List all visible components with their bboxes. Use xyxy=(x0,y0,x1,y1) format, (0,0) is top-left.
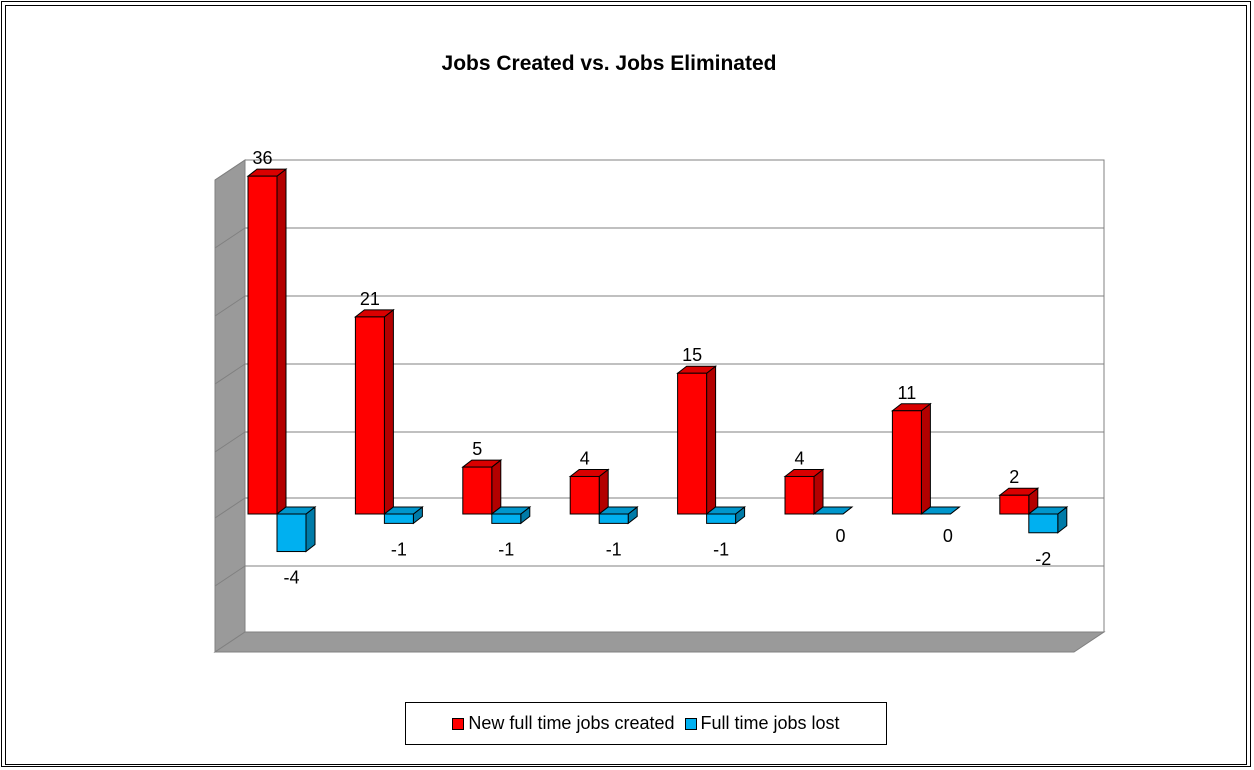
bar-jobs-lost-0-side xyxy=(305,505,316,553)
gridline-side-1 xyxy=(214,227,246,249)
bar-jobs-lost-2-front xyxy=(491,513,522,524)
bar-jobs-lost-7 xyxy=(1027,505,1069,534)
bar-jobs-lost-0-front xyxy=(276,513,307,553)
legend-item-jobs-lost: Full time jobs lost xyxy=(684,713,840,734)
bar-jobs-created-3-side xyxy=(598,468,609,516)
bar-jobs-lost-2 xyxy=(490,505,532,525)
bar-jobs-created-6-side xyxy=(920,402,931,516)
label-jobs-lost-3: -1 xyxy=(606,539,622,559)
label-jobs-created-2: 5 xyxy=(472,439,482,459)
label-jobs-created-4: 15 xyxy=(682,345,702,365)
bar-jobs-lost-1-front xyxy=(383,513,414,524)
label-jobs-created-7: 2 xyxy=(1009,467,1019,487)
label-jobs-created-6: 11 xyxy=(898,383,917,403)
bar-jobs-lost-1 xyxy=(382,505,424,525)
label-jobs-lost-6: 0 xyxy=(943,526,953,546)
bar-jobs-created-6 xyxy=(890,402,932,516)
legend-label-jobs-lost: Full time jobs lost xyxy=(700,713,840,733)
legend-swatch-jobs-created xyxy=(452,717,465,730)
bar-jobs-created-0-side xyxy=(276,168,287,516)
legend-swatch-jobs-lost xyxy=(684,717,697,730)
bar-jobs-created-5-front xyxy=(784,475,815,515)
label-jobs-created-5: 4 xyxy=(794,448,804,468)
floor xyxy=(213,631,1106,653)
label-jobs-created-1: 21 xyxy=(360,289,380,309)
bar-jobs-created-2 xyxy=(461,459,503,516)
bar-jobs-created-5-side xyxy=(813,468,824,516)
bar-jobs-created-6-front xyxy=(891,410,922,515)
bar-jobs-lost-6-top xyxy=(919,506,961,515)
bar-jobs-lost-3 xyxy=(597,505,639,525)
label-jobs-lost-0: -4 xyxy=(283,568,299,588)
bar-jobs-lost-4-front xyxy=(706,513,737,524)
bar-jobs-created-7 xyxy=(998,487,1040,516)
label-jobs-lost-2: -1 xyxy=(498,539,514,559)
bar-jobs-created-1-side xyxy=(383,308,394,516)
bar-jobs-created-1 xyxy=(353,308,395,516)
bar-jobs-created-3-front xyxy=(569,475,600,515)
bar-jobs-lost-6 xyxy=(919,506,961,515)
gridline-side-2 xyxy=(214,295,246,317)
bar-jobs-created-4-side xyxy=(706,365,717,516)
inner-border xyxy=(5,5,1247,765)
bars xyxy=(246,168,1069,553)
bar-jobs-lost-5-top xyxy=(812,506,854,515)
bar-jobs-created-3 xyxy=(568,468,610,516)
data-labels: 36 -4 21 -1 5 -1 4 -1 15 -1 4 0 11 0 2 -2 xyxy=(252,148,1051,587)
label-jobs-lost-4: -1 xyxy=(713,539,729,559)
gridline-side-0 xyxy=(214,159,246,181)
bar-jobs-lost-3-front xyxy=(598,513,629,524)
bar-jobs-created-5 xyxy=(783,468,825,516)
bar-jobs-created-1-front xyxy=(354,316,385,515)
bar-jobs-created-7-front xyxy=(999,494,1030,515)
bar-jobs-created-0-front xyxy=(247,175,278,515)
bar-jobs-lost-4 xyxy=(705,505,747,525)
legend: New full time jobs created Full time job… xyxy=(405,702,887,745)
gridline-side-3 xyxy=(214,363,246,385)
chart-title: Jobs Created vs. Jobs Eliminated xyxy=(442,52,777,75)
gridline-side-5 xyxy=(214,497,246,519)
bar-jobs-lost-0 xyxy=(275,505,317,553)
gridline-side-4 xyxy=(214,431,246,453)
side-wall xyxy=(214,159,246,653)
label-jobs-created-0: 36 xyxy=(252,148,272,168)
label-jobs-created-3: 4 xyxy=(580,448,590,468)
bar-jobs-created-2-front xyxy=(462,466,493,515)
bar-jobs-lost-7-front xyxy=(1028,513,1059,534)
label-jobs-lost-7: -2 xyxy=(1035,549,1051,569)
legend-item-jobs-created: New full time jobs created xyxy=(452,713,675,734)
bar-jobs-created-2-side xyxy=(491,459,502,516)
label-jobs-lost-5: 0 xyxy=(835,526,845,546)
bar-jobs-created-0 xyxy=(246,168,288,516)
bar-jobs-created-4 xyxy=(676,365,718,516)
bar-jobs-lost-5 xyxy=(812,506,854,515)
gridline-side-6 xyxy=(214,565,246,587)
legend-label-jobs-created: New full time jobs created xyxy=(468,713,675,733)
bar-jobs-created-4-front xyxy=(677,372,708,515)
label-jobs-lost-1: -1 xyxy=(391,539,407,559)
